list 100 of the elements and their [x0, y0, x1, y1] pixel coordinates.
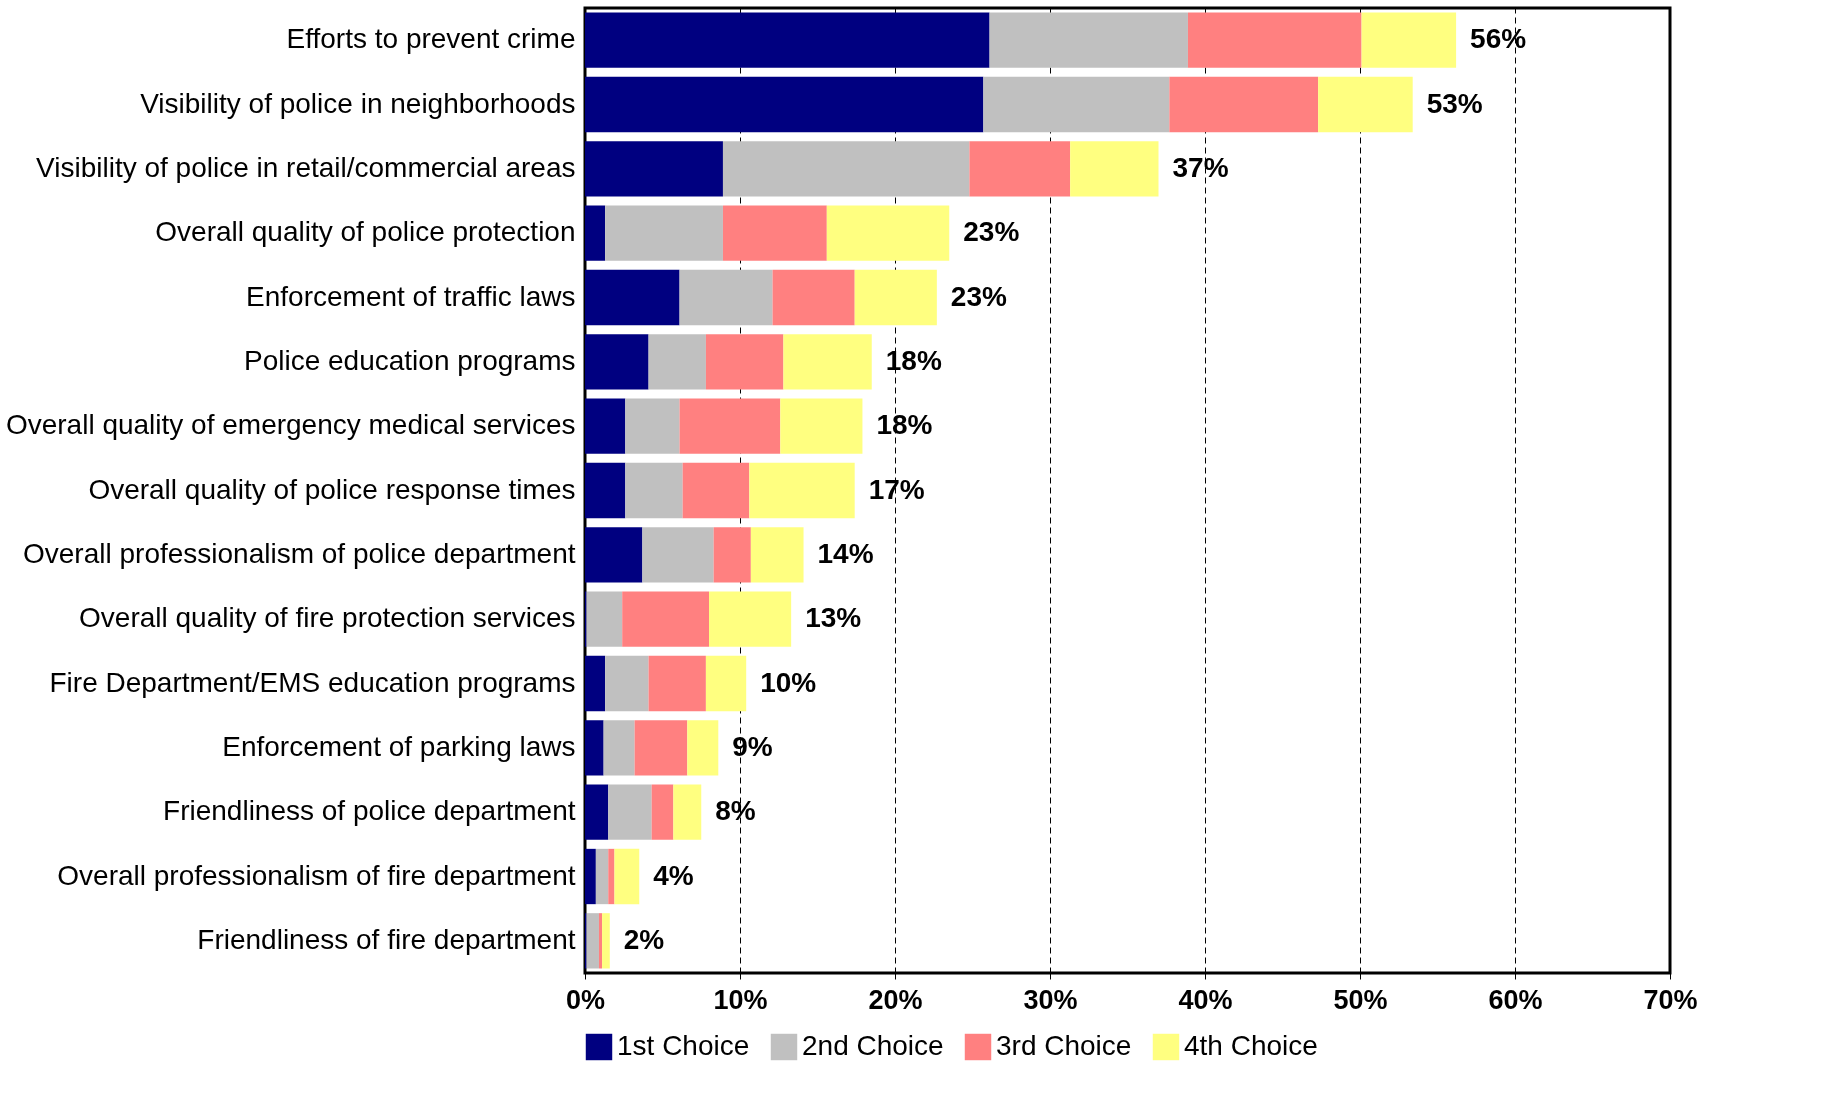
y-tick-label: Visibility of police in retail/commercial areas [36, 151, 576, 183]
total-label: 2% [623, 923, 665, 955]
bar [605, 205, 723, 261]
bar [602, 913, 610, 969]
bar [750, 527, 804, 583]
legend-label: 2nd Choice [802, 1030, 944, 1061]
bar [585, 205, 606, 261]
total-label: 17% [868, 473, 925, 505]
bar [608, 784, 652, 840]
bar [705, 655, 747, 712]
legend-label: 1st Choice [617, 1030, 750, 1061]
total-label: 53% [1426, 87, 1483, 119]
bar [687, 720, 719, 776]
x-tick-label: 0% [565, 984, 606, 1015]
bar [1318, 76, 1413, 133]
bar [634, 720, 688, 776]
total-label: 4% [653, 859, 694, 891]
total-label: 8% [715, 795, 756, 827]
bar [749, 462, 855, 519]
bar [983, 76, 1170, 133]
bar [780, 398, 863, 454]
bar [586, 913, 599, 969]
bar [585, 462, 626, 519]
bar [682, 462, 750, 519]
x-tick-label: 70% [1643, 984, 1698, 1015]
x-tick-label: 30% [1023, 984, 1078, 1015]
x-tick-label: 50% [1333, 984, 1388, 1015]
y-tick-label: Overall professionalism of police department [23, 537, 576, 569]
y-tick-label: Police education programs [243, 344, 576, 376]
bar [585, 141, 723, 197]
y-tick-label: Friendliness of police department [163, 795, 576, 827]
total-label: 56% [1470, 23, 1527, 55]
bar [1070, 141, 1159, 197]
y-tick-label: Overall quality of police protection [155, 216, 576, 248]
y-tick-label: Enforcement of parking laws [222, 730, 576, 762]
bar [585, 12, 990, 68]
bar [722, 205, 827, 261]
bar [585, 655, 606, 712]
bar [705, 334, 784, 390]
y-tick-label: Overall quality of police response times [88, 473, 576, 505]
total-label: 9% [732, 730, 773, 762]
total-label: 18% [876, 409, 933, 441]
bar [648, 334, 706, 390]
bar [1169, 76, 1319, 133]
bar [679, 398, 781, 454]
bar [854, 269, 937, 326]
bar [679, 269, 773, 326]
total-label: 13% [805, 602, 862, 634]
bar [622, 591, 709, 647]
bar [642, 527, 714, 583]
y-tick-label: Enforcement of traffic laws [246, 280, 576, 312]
bar [648, 655, 706, 712]
y-tick-label: Overall quality of emergency medical services [5, 409, 576, 441]
legend-label: 4th Choice [1184, 1030, 1318, 1061]
bar [585, 527, 643, 583]
x-tick-label: 60% [1488, 984, 1543, 1015]
bar [585, 784, 609, 840]
total-label: 23% [963, 216, 1020, 248]
bar [603, 720, 635, 776]
y-tick-label: Overall quality of fire protection services [79, 602, 576, 634]
bar [826, 205, 950, 261]
y-tick-label: Overall professionalism of fire department [57, 859, 576, 891]
x-tick-label: 40% [1178, 984, 1233, 1015]
total-label: 23% [950, 280, 1007, 312]
bar [772, 269, 855, 326]
bar [625, 462, 683, 519]
bar [1361, 12, 1457, 68]
bar [605, 655, 649, 712]
bar [625, 398, 680, 454]
bar [585, 269, 680, 326]
y-tick-label: Fire Department/EMS education programs [49, 666, 576, 698]
bar [651, 784, 674, 840]
total-label: 18% [885, 344, 942, 376]
bar [585, 76, 984, 133]
y-tick-label: Visibility of police in neighborhoods [140, 87, 576, 119]
bar [585, 334, 649, 390]
bar [614, 848, 640, 905]
bar [722, 141, 970, 197]
bar [608, 848, 615, 905]
bar [713, 527, 751, 583]
bar [585, 848, 596, 905]
bar [585, 398, 626, 454]
total-label: 37% [1172, 151, 1229, 183]
bar [783, 334, 872, 390]
legend-label: 3rd Choice [996, 1030, 1132, 1061]
bar [969, 141, 1071, 197]
bar [595, 848, 609, 905]
bar [709, 591, 792, 647]
total-label: 10% [760, 666, 817, 698]
bar [673, 784, 702, 840]
y-tick-label: Friendliness of fire department [197, 923, 576, 955]
x-tick-label: 20% [868, 984, 923, 1015]
bar [1187, 12, 1362, 68]
y-tick-label: Efforts to prevent crime [286, 23, 576, 55]
bar [586, 591, 623, 647]
x-tick-label: 10% [713, 984, 768, 1015]
bar [585, 720, 604, 776]
total-label: 14% [817, 537, 874, 569]
bar [598, 913, 603, 969]
bar [989, 12, 1188, 68]
